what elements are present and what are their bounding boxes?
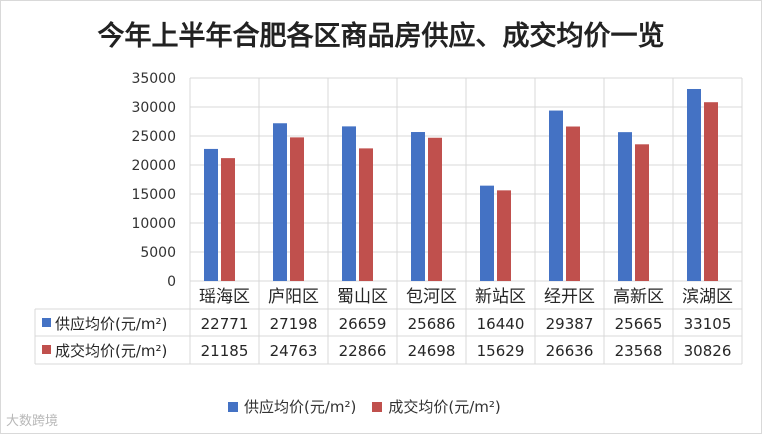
bar-supply xyxy=(549,110,563,282)
category-label: 庐阳区 xyxy=(268,287,319,307)
chart-title: 今年上半年合肥各区商品房供应、成交均价一览 xyxy=(97,21,665,52)
table-value: 29387 xyxy=(546,315,594,333)
bar-supply xyxy=(342,126,356,281)
bar-deal xyxy=(290,137,304,281)
bar-deal xyxy=(428,137,442,281)
y-tick-label: 20000 xyxy=(131,158,176,174)
table-value: 24763 xyxy=(270,342,318,360)
category-label: 瑶海区 xyxy=(199,287,250,307)
table-swatch xyxy=(42,345,51,354)
table-value: 15629 xyxy=(477,342,525,360)
bar-supply xyxy=(204,148,218,281)
table-value: 26636 xyxy=(546,342,594,360)
bar-deal xyxy=(566,126,580,281)
bar-supply xyxy=(480,185,494,281)
table-value: 25665 xyxy=(615,315,663,333)
table-value: 22866 xyxy=(339,342,387,360)
y-tick-label: 30000 xyxy=(131,100,176,116)
legend-label-supply: 供应均价(元/m²) xyxy=(244,398,357,416)
table-value: 22771 xyxy=(201,315,249,333)
legend-swatch-deal xyxy=(372,401,383,412)
bar-supply xyxy=(411,132,425,281)
category-label: 包河区 xyxy=(406,287,457,307)
category-label: 滨湖区 xyxy=(682,287,733,307)
bar-deal xyxy=(359,148,373,281)
table-swatch xyxy=(42,318,51,327)
y-tick-label: 5000 xyxy=(140,245,176,261)
table-series-name: 供应均价(元/m²) xyxy=(55,315,167,333)
bar-deal xyxy=(635,144,649,281)
table-value: 25686 xyxy=(408,315,456,333)
table-value: 21185 xyxy=(201,342,249,360)
table-value: 27198 xyxy=(270,315,318,333)
legend: 供应均价(元/m²) 成交均价(元/m²) xyxy=(228,396,517,417)
bar-supply xyxy=(618,132,632,281)
y-tick-label: 15000 xyxy=(131,187,176,203)
y-tick-label: 0 xyxy=(167,274,176,290)
bar-supply xyxy=(687,88,701,281)
legend-item-deal: 成交均价(元/m²) xyxy=(372,396,501,417)
category-label: 蜀山区 xyxy=(337,287,388,307)
category-label: 高新区 xyxy=(613,287,664,307)
bar-supply xyxy=(273,123,287,281)
bar-deal xyxy=(497,190,511,281)
legend-swatch-supply xyxy=(228,401,238,412)
watermark-text: 大数跨境 xyxy=(6,414,59,429)
category-label: 新站区 xyxy=(475,287,526,307)
bar-deal xyxy=(704,102,718,281)
legend-label-deal: 成交均价(元/m²) xyxy=(388,398,501,416)
table-value: 30826 xyxy=(684,342,732,360)
legend-item-supply: 供应均价(元/m²) xyxy=(228,396,356,417)
table-value: 33105 xyxy=(684,315,732,333)
table-series-name: 成交均价(元/m²) xyxy=(55,342,167,360)
table-value: 23568 xyxy=(615,342,663,360)
table-value: 24698 xyxy=(408,342,456,360)
table-value: 26659 xyxy=(339,315,387,333)
y-tick-label: 35000 xyxy=(131,71,176,87)
y-tick-label: 25000 xyxy=(131,129,176,145)
table-value: 16440 xyxy=(477,315,525,333)
y-tick-label: 10000 xyxy=(131,216,176,232)
bar-deal xyxy=(221,158,235,281)
category-label: 经开区 xyxy=(544,287,595,307)
